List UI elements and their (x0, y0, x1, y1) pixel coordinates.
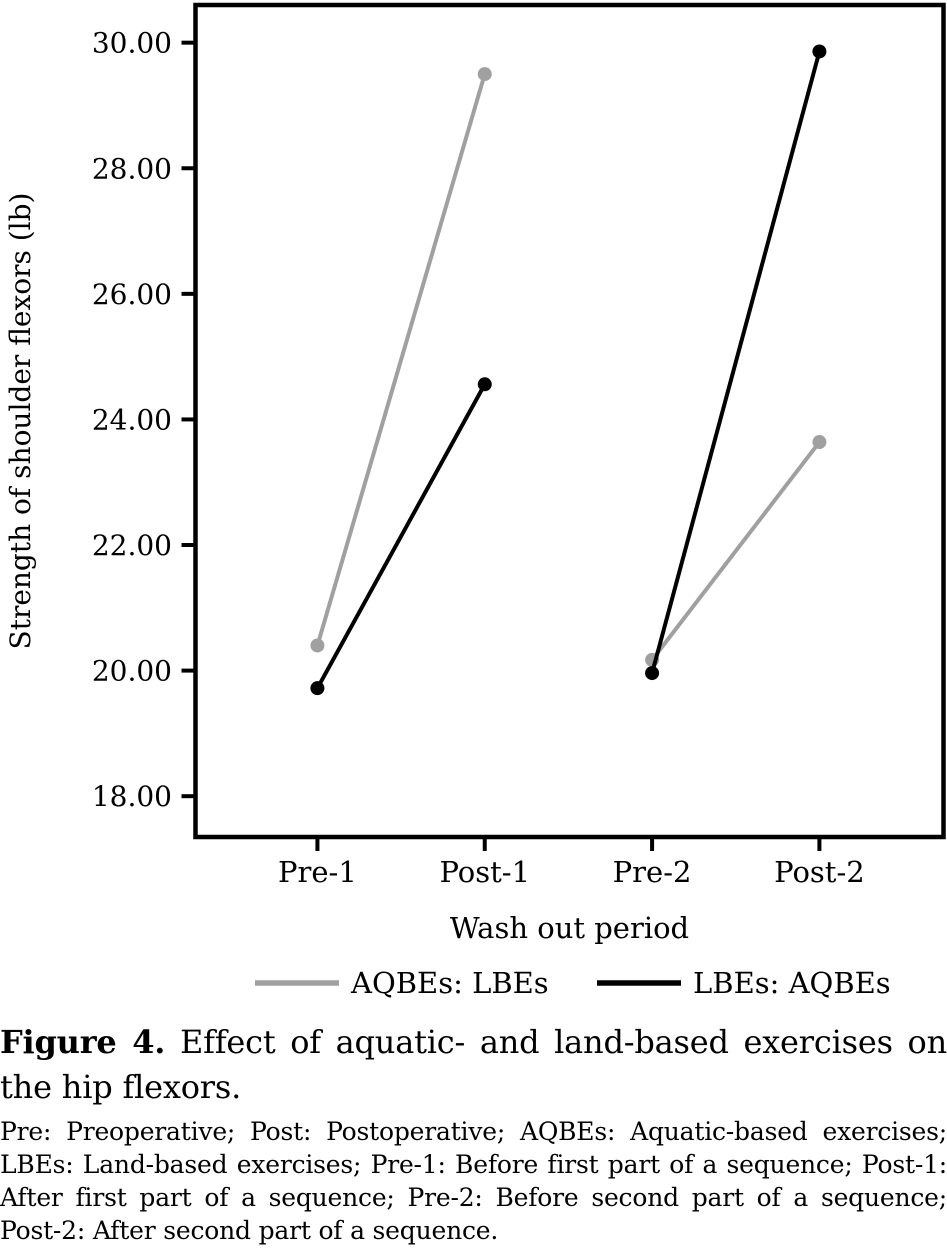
series-line (650, 440, 821, 662)
figure-caption-block: Figure 4. Effect of aquatic- and land-ba… (0, 1020, 947, 1247)
legend-label: AQBEs: LBEs (350, 966, 549, 1000)
x-tick-label: Pre-1 (278, 855, 357, 889)
x-tick-label: Post-2 (774, 855, 865, 889)
y-tick-label: 26.00 (92, 278, 172, 311)
series-line (315, 383, 487, 690)
data-point (477, 377, 492, 392)
y-tick-label: 18.00 (92, 780, 172, 813)
x-axis-title: Wash out period (450, 911, 689, 945)
figure-caption: Figure 4. Effect of aquatic- and land-ba… (0, 1020, 947, 1110)
y-tick-label: 20.00 (92, 655, 172, 688)
figure-notes: Pre: Preoperative; Post: Postoperative; … (0, 1117, 947, 1245)
data-point (645, 666, 660, 681)
legend-label: LBEs: AQBEs (693, 966, 891, 1000)
series-line (650, 50, 822, 674)
y-tick-label: 24.00 (92, 403, 172, 436)
data-point (812, 435, 827, 450)
y-tick-label: 28.00 (92, 152, 172, 185)
y-tick-label: 22.00 (92, 529, 172, 562)
data-point (477, 67, 492, 82)
figure-chart: 30.00 28.00 26.00 24.00 22.00 20.00 18.00 Pre-1… (4, 2, 946, 1000)
figure-caption-text: Effect of aquatic- and land-based exerci… (0, 1023, 947, 1106)
plot-frame (193, 2, 946, 840)
x-tick-label: Post-1 (439, 855, 530, 889)
series-line (315, 73, 487, 647)
figure-caption-label: Figure 4. (0, 1023, 166, 1061)
data-point (812, 44, 827, 59)
y-axis-title: Strength of shoulder flexors (lb) (4, 193, 37, 650)
x-tick-label: Pre-2 (613, 855, 692, 889)
y-tick-label: 30.00 (92, 27, 172, 60)
data-point (310, 681, 325, 696)
data-point (310, 638, 325, 653)
